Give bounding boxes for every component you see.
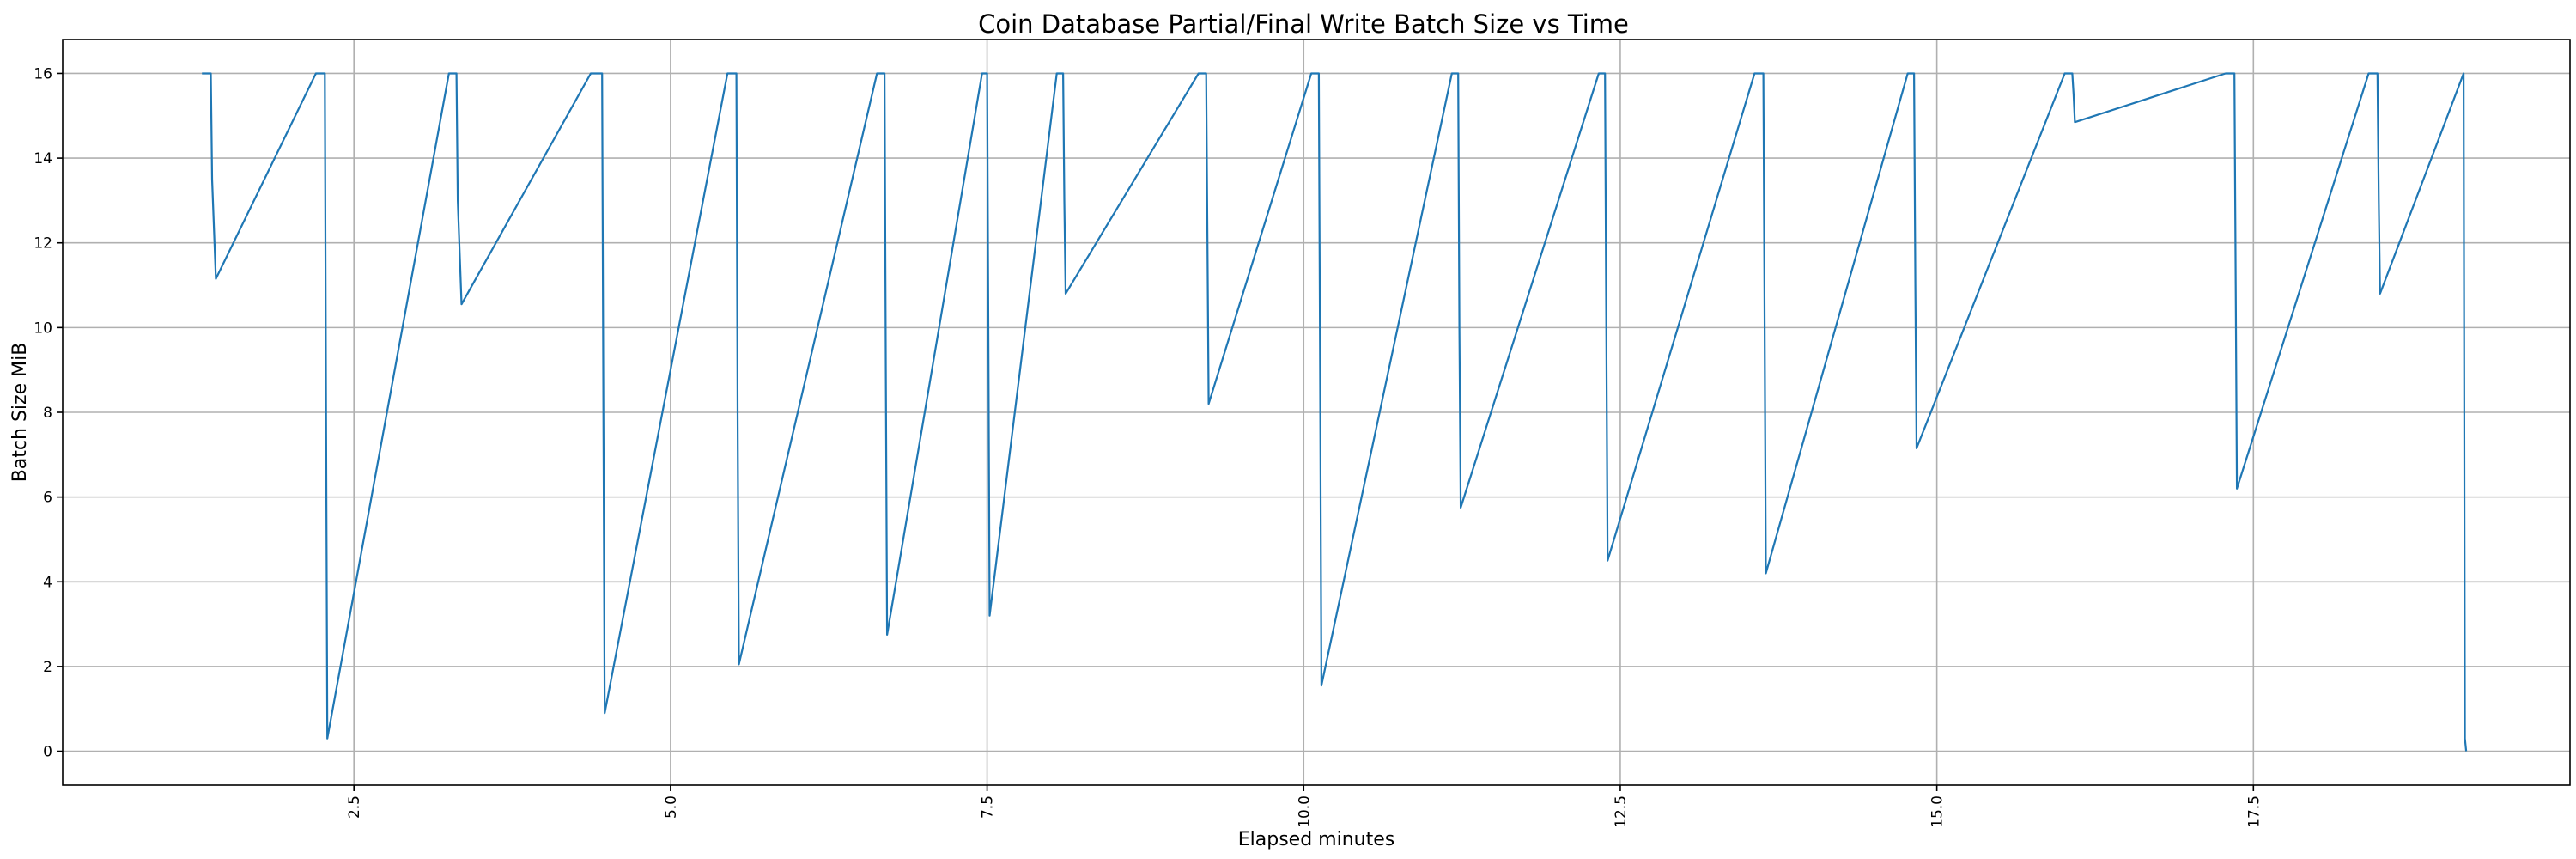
y-tick-label: 8 — [43, 405, 52, 422]
x-tick-label: 5.0 — [663, 795, 680, 819]
y-tick-label: 0 — [43, 744, 52, 761]
y-tick-label: 10 — [33, 320, 52, 337]
x-tick-label: 7.5 — [980, 795, 997, 819]
series-layer — [202, 72, 2468, 752]
y-axis-label: Batch Size MiB — [9, 343, 31, 483]
y-tick-label: 6 — [43, 490, 52, 507]
y-tick-label: 16 — [33, 65, 52, 82]
x-tick-label: 10.0 — [1296, 795, 1313, 828]
x-axis-label: Elapsed minutes — [1238, 829, 1394, 850]
x-tick-label: 2.5 — [346, 795, 363, 819]
y-tick-label: 12 — [33, 235, 52, 253]
tick-layer: 2.5 5.0 7.5 10.0 12.5 15.0 17.5 0 2 4 6 8 10 12 14 16 — [33, 65, 2263, 827]
y-tick-label: 2 — [43, 659, 52, 676]
x-tick-label: 12.5 — [1613, 795, 1630, 828]
chart-title: Coin Database Partial/Final Write Batch … — [978, 9, 1629, 39]
x-tick-label: 15.0 — [1929, 795, 1947, 828]
y-tick-label: 14 — [33, 150, 52, 168]
series-line-0 — [202, 72, 2468, 752]
y-tick-label: 4 — [43, 574, 52, 591]
x-tick-label: 17.5 — [2245, 795, 2263, 828]
grid — [63, 40, 2570, 785]
